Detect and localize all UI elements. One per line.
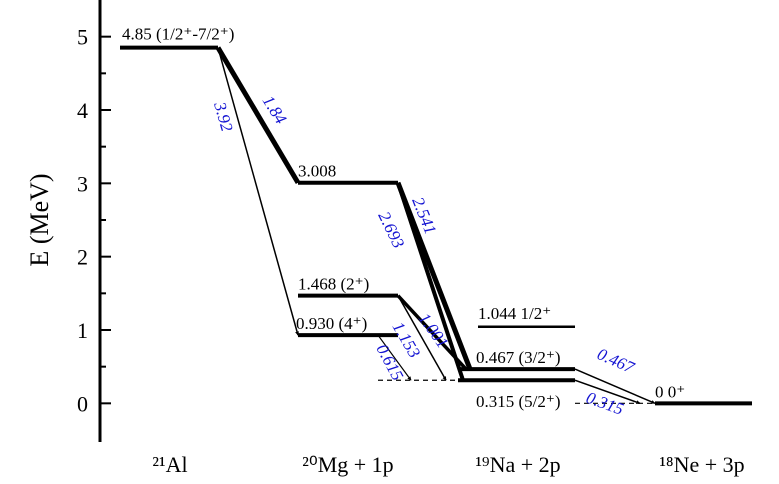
y-tick-label: 0: [77, 391, 88, 416]
transition-arrow: [574, 368, 656, 405]
y-axis-label: E (MeV): [25, 173, 54, 266]
transition-label: 2.693: [374, 208, 408, 251]
level-label: 1.044 1/2⁺: [478, 304, 551, 323]
y-tick-label: 1: [77, 318, 88, 343]
category-label: ¹⁹Na + 2p: [475, 452, 560, 477]
category-label: ¹⁸Ne + 3p: [659, 452, 744, 477]
transition-arrow: [217, 47, 299, 336]
level-label: 3.008: [298, 162, 336, 181]
transition-arrow: [377, 334, 412, 381]
transition-label: 3.92: [210, 99, 237, 134]
y-tick-label: 4: [77, 98, 88, 123]
level-label: 0.467 (3/2⁺): [476, 348, 561, 367]
category-label: ²⁰Mg + 1p: [302, 452, 393, 477]
level-label: 0 0⁺: [655, 382, 685, 401]
y-tick-label: 2: [77, 245, 88, 270]
y-tick-label: 3: [77, 171, 88, 196]
y-tick-label: 5: [77, 25, 88, 50]
transition-arrow: [397, 295, 447, 381]
level-label: 4.85 (1/2⁺-7/2⁺): [122, 25, 234, 44]
transition-arrow: [574, 379, 641, 405]
transition-label: 0.315: [584, 388, 626, 419]
transition-arrow: [396, 182, 465, 381]
level-label: 1.468 (2⁺): [298, 275, 369, 294]
level-label: 0.315 (5/2⁺): [476, 392, 561, 411]
transition-arrow: [396, 294, 468, 371]
level-label: 0.930 (4⁺): [296, 314, 367, 333]
transition-label: 0.467: [594, 344, 638, 378]
transition-arrow: [215, 46, 301, 185]
category-label: ²¹Al: [152, 452, 187, 477]
